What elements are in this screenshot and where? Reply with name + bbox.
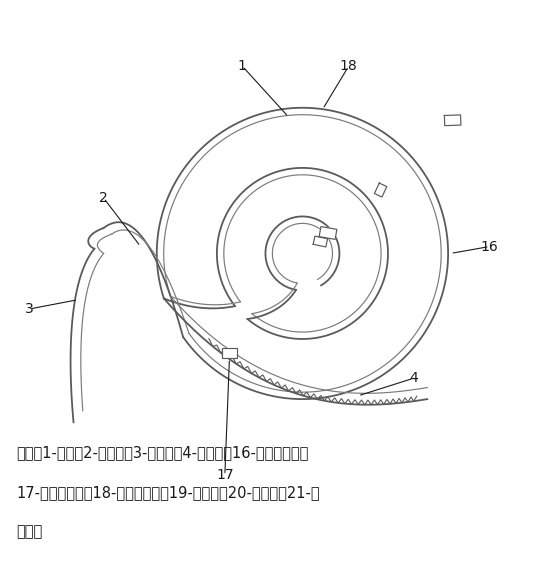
Text: 17: 17 — [216, 468, 234, 483]
Polygon shape — [444, 115, 461, 126]
Polygon shape — [319, 227, 337, 239]
Text: 4: 4 — [409, 371, 418, 386]
Text: 16: 16 — [481, 239, 499, 253]
Text: 1: 1 — [238, 59, 247, 73]
Text: 其中：1-蜗体，2-传音腔，3-防尘帽，4-降噪板，16-高频拾音器，: 其中：1-蜗体，2-传音腔，3-防尘帽，4-降噪板，16-高频拾音器， — [17, 445, 309, 460]
Text: 17-中频拾音器，18-低频拾音器，19-接线槽，20-接线孔，21-安: 17-中频拾音器，18-低频拾音器，19-接线槽，20-接线孔，21-安 — [17, 485, 320, 500]
Text: 2: 2 — [99, 191, 108, 205]
Polygon shape — [313, 236, 327, 247]
Polygon shape — [375, 183, 387, 197]
Bar — [222, 348, 237, 358]
Text: 3: 3 — [25, 302, 34, 316]
Text: 装孔。: 装孔。 — [17, 524, 43, 539]
Text: 18: 18 — [340, 59, 357, 73]
